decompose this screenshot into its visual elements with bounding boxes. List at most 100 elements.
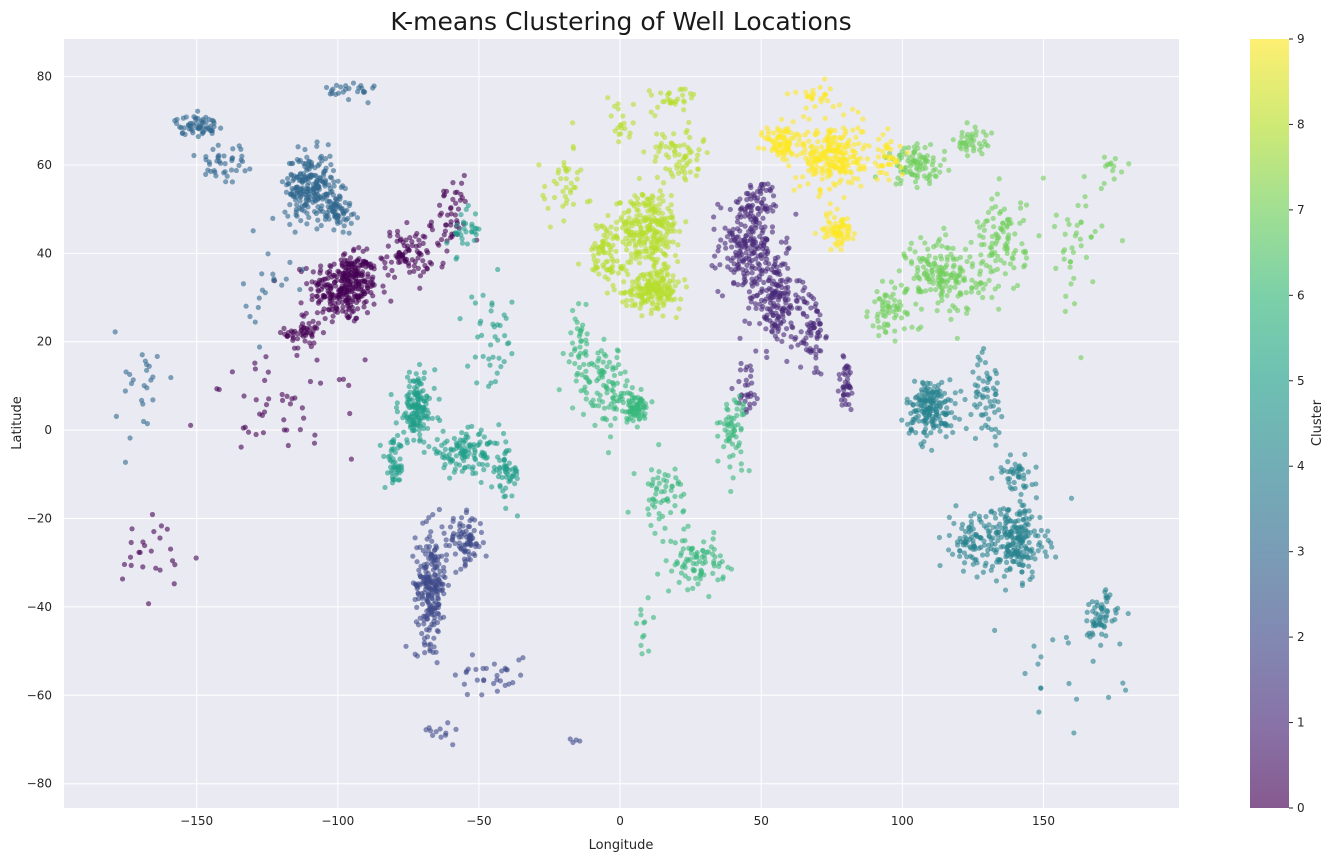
well-point xyxy=(506,460,512,466)
well-point xyxy=(963,290,969,296)
well-point xyxy=(317,270,323,276)
well-point xyxy=(339,261,345,268)
well-point xyxy=(636,175,642,182)
well-point xyxy=(601,336,607,342)
well-point xyxy=(937,169,943,175)
well-point xyxy=(752,301,759,307)
well-point xyxy=(361,304,367,310)
well-point xyxy=(298,217,304,224)
well-point xyxy=(1026,563,1032,569)
well-point xyxy=(203,154,209,160)
well-point xyxy=(818,348,824,354)
well-point xyxy=(715,248,721,254)
well-point xyxy=(824,135,830,141)
well-point xyxy=(672,283,678,289)
well-point xyxy=(737,206,744,213)
well-point xyxy=(805,181,811,187)
well-point xyxy=(322,315,328,322)
well-point xyxy=(1032,556,1038,562)
well-point xyxy=(836,179,842,186)
well-point xyxy=(1101,180,1107,187)
well-point xyxy=(333,82,340,88)
well-point xyxy=(1068,281,1074,287)
well-point xyxy=(672,502,678,509)
well-point xyxy=(989,196,995,202)
well-point xyxy=(348,212,355,218)
well-point xyxy=(245,429,252,435)
well-point xyxy=(1016,548,1022,555)
well-point xyxy=(812,171,818,177)
well-point xyxy=(763,326,769,332)
well-point xyxy=(615,101,621,107)
well-point xyxy=(670,222,676,228)
well-point xyxy=(417,273,424,279)
well-point xyxy=(450,180,456,186)
well-point xyxy=(139,352,145,358)
well-point xyxy=(626,416,632,422)
well-point xyxy=(605,212,611,219)
well-point xyxy=(1100,614,1106,620)
well-point xyxy=(473,666,479,673)
well-point xyxy=(1026,516,1033,522)
well-point xyxy=(642,245,649,251)
well-point xyxy=(939,277,945,283)
well-point xyxy=(320,330,327,336)
well-point xyxy=(645,506,651,512)
well-point xyxy=(734,412,740,419)
well-point xyxy=(935,382,942,388)
well-point xyxy=(730,280,737,287)
well-point xyxy=(724,406,730,412)
well-point xyxy=(203,114,209,120)
well-point xyxy=(1011,265,1017,271)
well-point xyxy=(1012,549,1018,555)
well-point xyxy=(491,680,497,687)
well-point xyxy=(984,394,990,400)
well-point xyxy=(358,273,365,279)
well-point xyxy=(796,137,802,143)
well-point xyxy=(247,166,253,172)
well-point xyxy=(848,406,854,413)
well-point xyxy=(683,219,689,225)
well-point xyxy=(786,163,792,169)
well-point xyxy=(414,559,420,565)
well-point xyxy=(592,264,599,270)
well-point xyxy=(420,520,426,526)
well-point xyxy=(758,297,765,303)
well-point xyxy=(443,222,449,228)
well-point xyxy=(1023,534,1029,540)
well-point xyxy=(670,278,676,284)
well-point xyxy=(805,330,811,336)
well-point xyxy=(1005,217,1011,223)
well-point xyxy=(875,318,881,324)
well-point xyxy=(312,324,318,330)
well-point xyxy=(340,291,346,297)
well-point xyxy=(729,385,735,392)
well-point xyxy=(304,221,310,227)
well-point xyxy=(636,238,643,244)
well-point xyxy=(850,127,856,133)
well-point xyxy=(446,543,452,549)
well-point xyxy=(676,159,682,165)
well-point xyxy=(986,277,992,283)
well-point xyxy=(1020,217,1027,223)
well-point xyxy=(420,269,427,275)
well-point xyxy=(304,325,310,332)
well-point xyxy=(743,377,749,383)
well-point xyxy=(715,433,721,439)
well-point xyxy=(670,239,676,245)
well-point xyxy=(173,120,180,127)
well-point xyxy=(318,263,324,269)
well-point xyxy=(910,419,916,426)
well-point xyxy=(982,359,989,366)
well-point xyxy=(711,529,717,536)
well-point xyxy=(800,279,806,285)
well-point xyxy=(221,153,227,159)
well-point xyxy=(998,465,1004,471)
well-point xyxy=(687,158,693,164)
well-point xyxy=(428,581,434,588)
well-point xyxy=(621,390,627,397)
well-point xyxy=(393,420,399,426)
well-point xyxy=(817,187,823,193)
well-point xyxy=(994,266,1000,272)
well-point xyxy=(481,454,487,460)
